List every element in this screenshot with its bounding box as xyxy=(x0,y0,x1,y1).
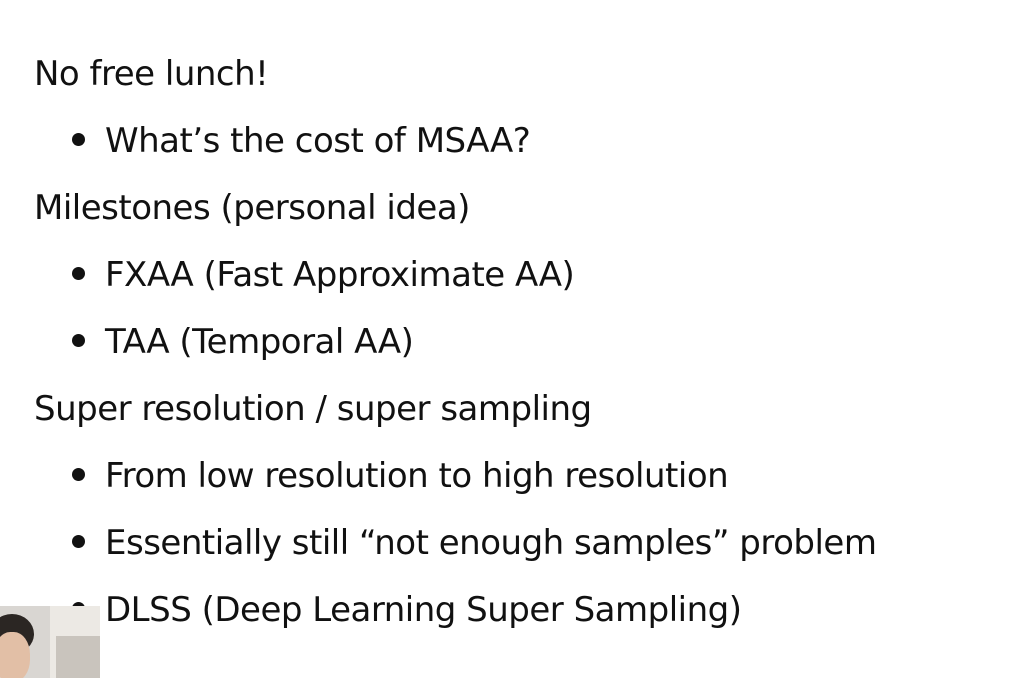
webcam-shelf xyxy=(56,636,100,678)
bullet-text: What’s the cost of MSAA? xyxy=(105,121,531,161)
bullet-text: DLSS (Deep Learning Super Sampling) xyxy=(105,590,742,630)
bullet-dot-icon xyxy=(72,133,85,146)
bullet-dot-icon xyxy=(72,334,85,347)
heading-text: Super resolution / super sampling xyxy=(34,389,592,429)
presenter-face xyxy=(0,632,30,678)
bullet-text: From low resolution to high resolution xyxy=(105,456,729,496)
bullet-text: FXAA (Fast Approximate AA) xyxy=(105,255,575,295)
bullet-fxaa: FXAA (Fast Approximate AA) xyxy=(72,255,575,295)
bullet-msaa-cost: What’s the cost of MSAA? xyxy=(72,121,531,161)
webcam-overlay xyxy=(0,606,100,678)
heading-no-free-lunch: No free lunch! xyxy=(34,54,269,94)
bullet-dot-icon xyxy=(72,535,85,548)
bullet-dot-icon xyxy=(72,468,85,481)
bullet-dlss: DLSS (Deep Learning Super Sampling) xyxy=(72,590,742,630)
heading-text: Milestones (personal idea) xyxy=(34,188,470,228)
heading-super-resolution: Super resolution / super sampling xyxy=(34,389,592,429)
bullet-not-enough-samples: Essentially still “not enough samples” p… xyxy=(72,523,877,563)
bullet-dot-icon xyxy=(72,267,85,280)
bullet-low-to-high: From low resolution to high resolution xyxy=(72,456,729,496)
bullet-text: Essentially still “not enough samples” p… xyxy=(105,523,877,563)
bullet-taa: TAA (Temporal AA) xyxy=(72,322,414,362)
bullet-text: TAA (Temporal AA) xyxy=(105,322,414,362)
heading-text: No free lunch! xyxy=(34,54,269,94)
heading-milestones: Milestones (personal idea) xyxy=(34,188,470,228)
